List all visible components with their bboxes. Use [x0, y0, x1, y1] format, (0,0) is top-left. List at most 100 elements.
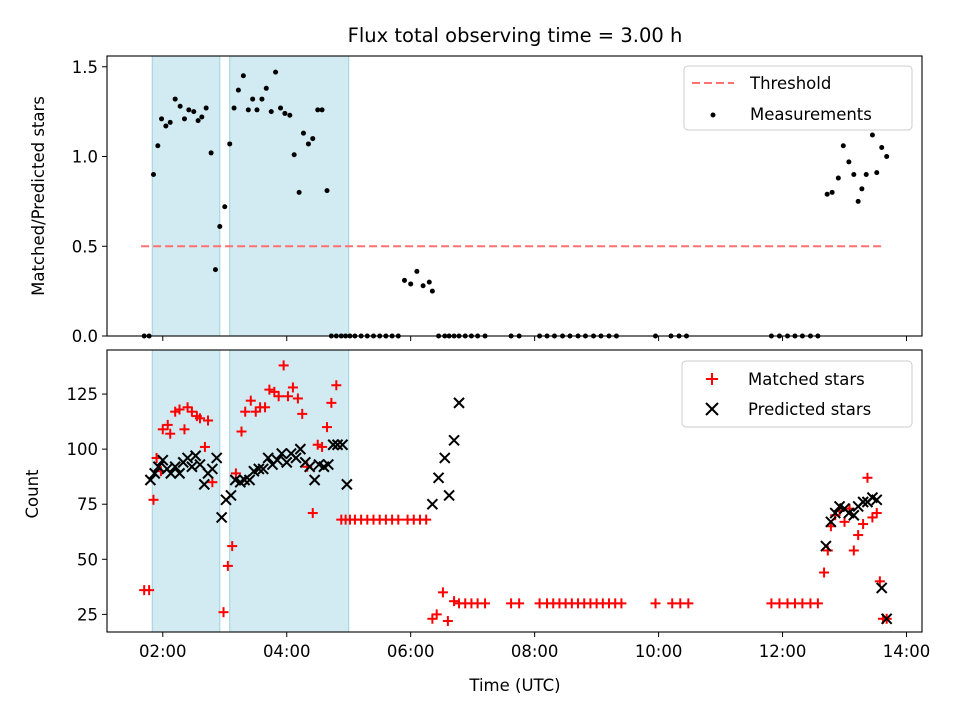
- matched-star-point: [287, 382, 298, 393]
- predicted-star-point: [294, 443, 307, 455]
- measurement-point: [420, 283, 426, 289]
- matched-star-point: [431, 609, 442, 620]
- measurement-point: [203, 105, 209, 111]
- predicted-star-point: [303, 461, 316, 473]
- measurement-point: [181, 116, 187, 122]
- bottom-panel: 25 50 75 100 125 02:00 04:00 06:00 08:00 10:00 12…: [23, 349, 930, 695]
- matched-star-point: [182, 402, 193, 413]
- matched-star-point: [260, 402, 271, 413]
- measurement-point: [315, 107, 321, 113]
- bottom-xtick-label: 12:00: [759, 642, 807, 661]
- top-ytick-label: 0.0: [72, 327, 98, 346]
- legend-predicted-swatch: [705, 402, 719, 416]
- measurement-point: [240, 73, 246, 79]
- measurement-point: [324, 188, 330, 194]
- measurement-point: [191, 109, 197, 115]
- predicted-star-point: [181, 452, 194, 464]
- predicted-star-point: [225, 489, 237, 502]
- matched-star-point: [157, 424, 168, 435]
- matched-star-point: [218, 607, 229, 618]
- matched-star-point: [326, 397, 337, 408]
- bottom-xtick-label: 08:00: [511, 642, 559, 661]
- predicted-star-point: [243, 474, 256, 486]
- measurement-point: [840, 143, 846, 149]
- predicted-star-point: [253, 463, 265, 475]
- matched-star-point: [317, 441, 328, 452]
- predicted-star-point: [448, 434, 460, 447]
- matched-star-point: [312, 439, 323, 450]
- measurement-point: [155, 143, 161, 149]
- matched-star-point: [871, 508, 882, 519]
- measurement-point: [859, 186, 865, 192]
- predicted-star-point: [157, 454, 169, 466]
- predicted-star-point: [432, 472, 445, 484]
- predicted-star-point: [439, 452, 451, 464]
- top-axes-frame: [106, 55, 923, 337]
- predicted-star-point: [173, 467, 186, 480]
- matched-star-point: [144, 585, 155, 596]
- predicted-star-point: [206, 463, 219, 475]
- matched-star-point: [867, 512, 878, 523]
- matched-star-point: [480, 598, 491, 609]
- predicted-star-point: [257, 463, 269, 475]
- predicted-star-point: [820, 540, 832, 552]
- legend-measurements-label: Measurements: [750, 105, 872, 124]
- matched-star-point: [874, 576, 885, 587]
- measurement-point: [186, 107, 192, 113]
- matched-star-point: [269, 386, 280, 397]
- predicted-star-point: [322, 458, 334, 471]
- measurement-point: [199, 114, 205, 120]
- measurement-point: [291, 152, 297, 158]
- measurement-point: [851, 171, 857, 177]
- measurement-point: [282, 110, 288, 116]
- bottom-y-ticks: 25 50 75 100 125: [67, 385, 107, 624]
- measurement-point: [217, 224, 223, 230]
- matched-star-point: [322, 422, 333, 433]
- measurement-point: [414, 268, 420, 274]
- bottom-xtick-label: 14:00: [883, 642, 931, 661]
- predicted-star-point: [327, 439, 339, 451]
- predicted-star-point: [876, 582, 888, 594]
- measurement-point: [163, 123, 169, 129]
- matched-star-point: [170, 406, 181, 417]
- predicted-star-point: [144, 474, 157, 486]
- predicted-star-point: [290, 452, 302, 464]
- bottom-ylabel: Count: [23, 469, 42, 519]
- bottom-legend: Matched stars Predicted stars: [681, 360, 913, 428]
- matched-star-point: [393, 514, 404, 525]
- matched-star-point: [250, 406, 261, 417]
- measurement-point: [231, 105, 237, 111]
- legend-matched-label: Matched stars: [748, 370, 865, 389]
- measurement-point: [278, 105, 284, 111]
- predicted-star-point: [453, 397, 465, 409]
- top-ytick-label: 0.5: [72, 237, 98, 256]
- top-y-ticks: 0.0 0.5 1.0 1.5: [72, 58, 107, 346]
- top-legend: Threshold Measurements: [683, 65, 913, 131]
- predicted-star-point: [149, 467, 161, 480]
- matched-star-point: [186, 406, 197, 417]
- measurement-point: [195, 118, 201, 124]
- measurement-point: [150, 171, 156, 177]
- matched-star-point: [427, 613, 438, 624]
- matched-star-point: [442, 615, 453, 626]
- matched-star-point: [449, 596, 460, 607]
- measurement-point: [296, 189, 302, 195]
- predicted-star-point: [210, 452, 223, 464]
- measurement-point: [159, 116, 165, 122]
- bottom-x-ticks: 02:00 04:00 06:00 08:00 10:00 12:00 14:00: [139, 632, 930, 661]
- bottom-xlabel: Time (UTC): [468, 676, 560, 695]
- bottom-xtick-label: 06:00: [387, 642, 435, 661]
- top-shaded-intervals: [151, 55, 350, 337]
- top-x-ticks: [162, 336, 908, 341]
- predicted-star-point: [308, 474, 321, 486]
- measurement-point: [172, 96, 178, 102]
- predicted-star-point: [341, 478, 353, 491]
- matched-star-point: [278, 360, 289, 371]
- chart-title: Flux total observing time = 3.00 h: [348, 24, 683, 47]
- measurement-point: [273, 69, 279, 75]
- predicted-star-point: [198, 478, 211, 491]
- measurement-point: [305, 141, 311, 147]
- bottom-data-layer: [139, 360, 893, 626]
- matched-star-point: [650, 598, 661, 609]
- bottom-xtick-label: 10:00: [635, 642, 683, 661]
